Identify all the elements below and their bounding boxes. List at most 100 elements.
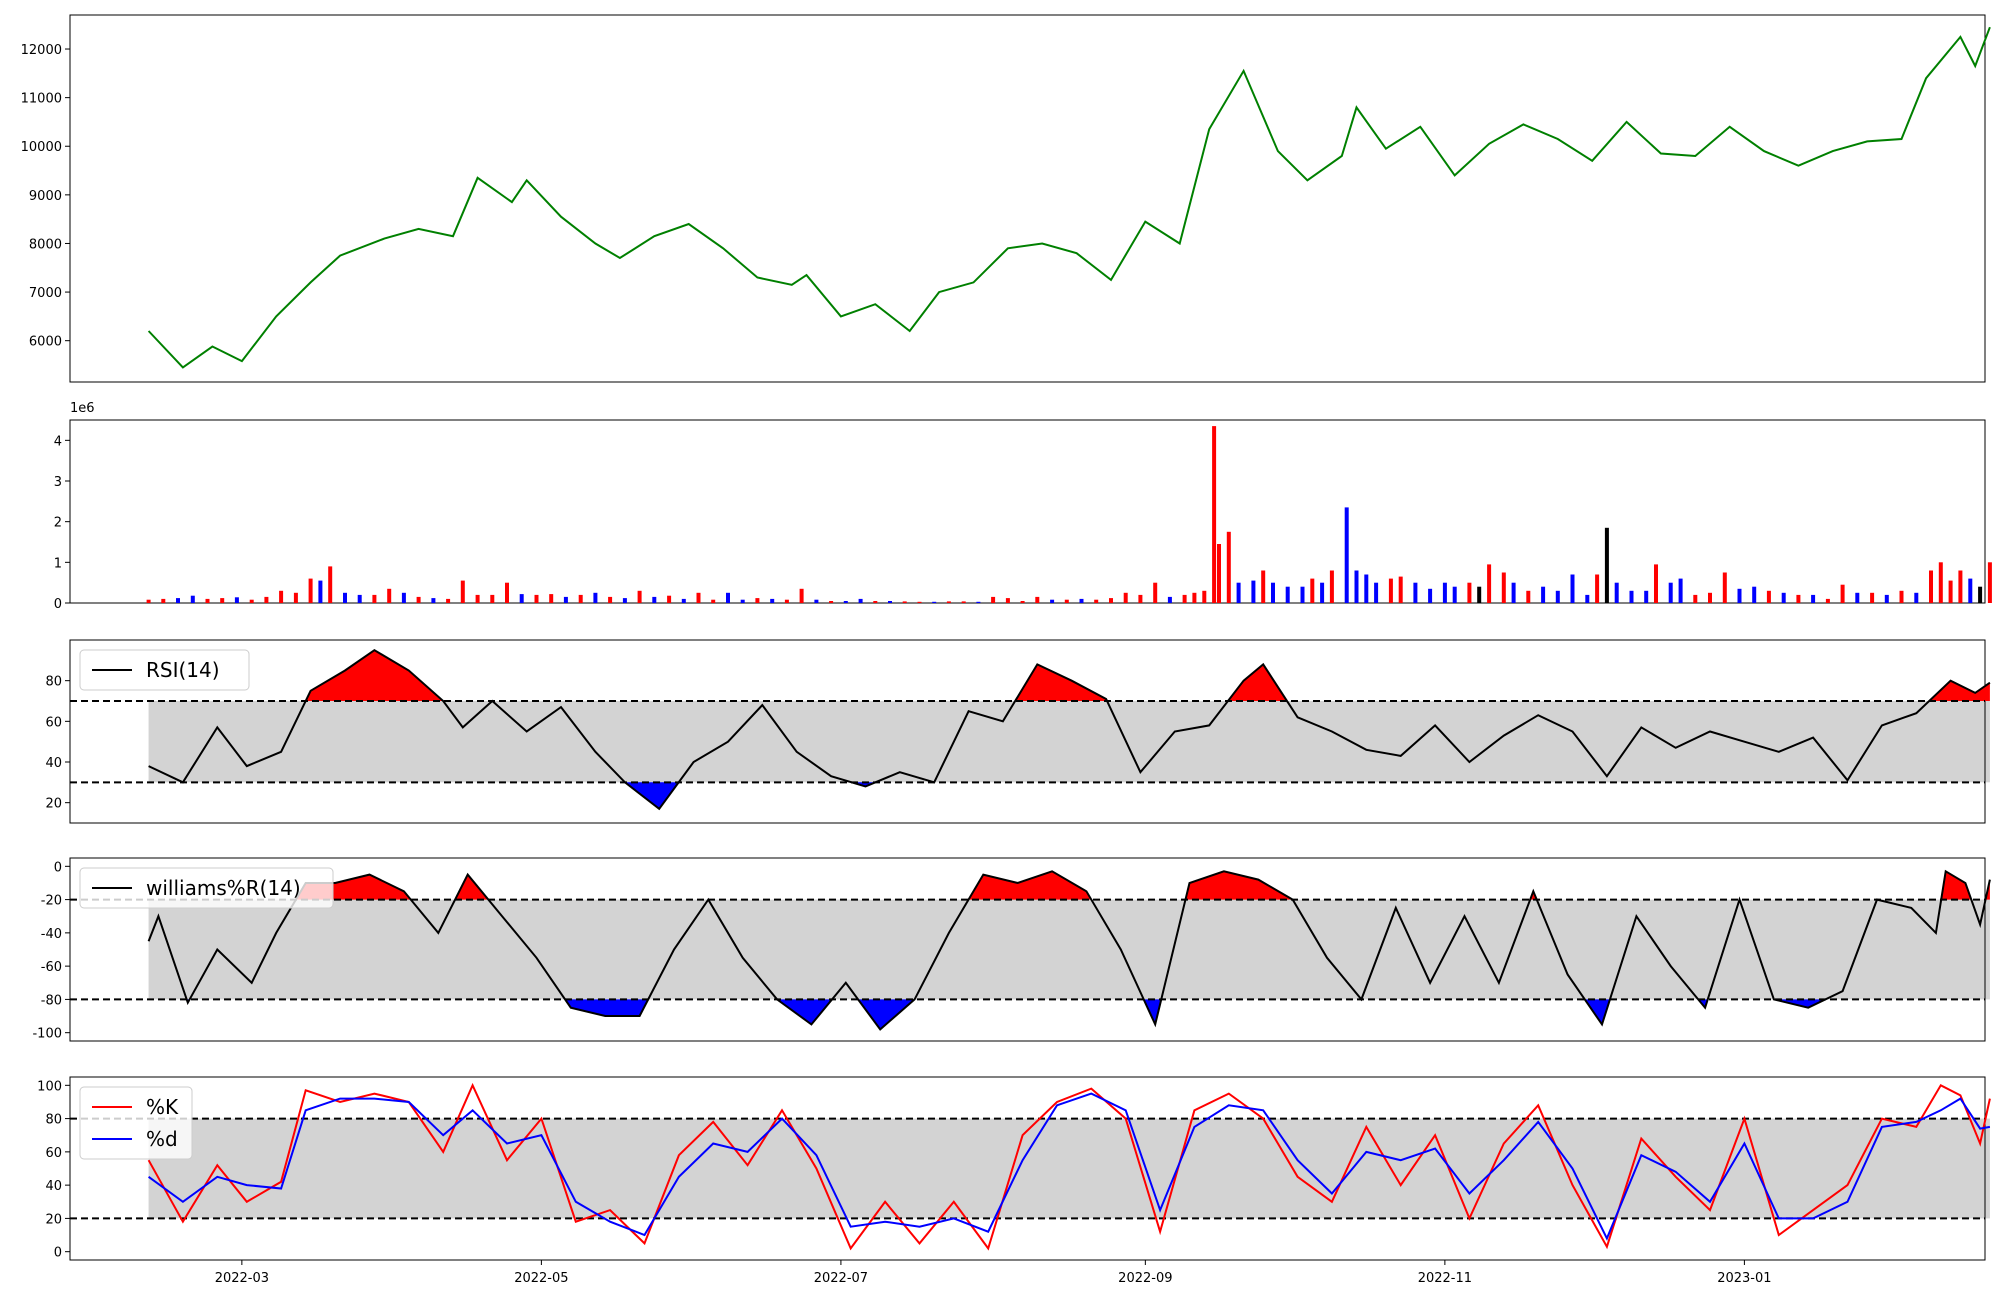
volume-bar bbox=[814, 599, 819, 603]
price-y-tick-label: 10000 bbox=[21, 140, 62, 155]
volume-bar bbox=[146, 599, 151, 603]
price-line bbox=[147, 26, 1991, 369]
rsi-overbought-fill bbox=[1015, 664, 1107, 701]
williams-overbought-fill bbox=[1941, 871, 1972, 900]
williams-oversold-fill bbox=[858, 999, 915, 1030]
williams-y-tick-label: -100 bbox=[32, 1027, 62, 1042]
stochastic-series-line bbox=[148, 1092, 1991, 1241]
volume-bar bbox=[1708, 592, 1712, 603]
volume-bar bbox=[1261, 570, 1266, 603]
volume-bar bbox=[293, 592, 298, 603]
volume-bar bbox=[1217, 544, 1221, 603]
volume-bar bbox=[946, 601, 951, 603]
volume-bar bbox=[234, 597, 239, 603]
volume-bar bbox=[1938, 562, 1943, 603]
price-y-axis: 6000 7000 8000 9000 10000 11000 12000 bbox=[21, 43, 70, 350]
stochastic-legend-label: %K bbox=[146, 1095, 179, 1119]
volume-bar bbox=[1138, 594, 1143, 603]
volume-bar bbox=[843, 601, 848, 603]
price-y-tick-label: 11000 bbox=[21, 92, 62, 107]
stochastic-y-tick-label: 100 bbox=[37, 1079, 62, 1094]
volume-bar bbox=[279, 590, 284, 603]
williams-y-axis: 0 -20 -40 -60 -80 -100 bbox=[32, 860, 70, 1042]
volume-bar bbox=[991, 596, 996, 603]
volume-bar bbox=[1079, 598, 1084, 603]
volume-bar bbox=[1825, 598, 1830, 603]
x-tick-label: 2022-09 bbox=[1118, 1271, 1172, 1286]
volume-bar bbox=[416, 596, 421, 603]
volume-bar bbox=[1595, 574, 1600, 603]
volume-bars bbox=[146, 426, 1992, 603]
williams-y-tick-label: -80 bbox=[41, 993, 62, 1008]
x-tick-label: 2023-01 bbox=[1717, 1271, 1771, 1286]
volume-bar bbox=[519, 594, 524, 603]
volume-bar bbox=[1167, 596, 1172, 603]
stochastic-y-tick-label: 0 bbox=[54, 1246, 62, 1261]
volume-bar bbox=[976, 601, 981, 603]
volume-bar bbox=[328, 566, 333, 603]
volume-bar bbox=[1914, 592, 1919, 603]
volume-bar bbox=[1364, 574, 1369, 603]
williams-y-tick-label: -20 bbox=[41, 894, 62, 909]
rsi-y-axis: 20 40 60 80 bbox=[45, 675, 70, 812]
volume-bar bbox=[534, 594, 539, 603]
volume-bar bbox=[1182, 594, 1187, 603]
volume-bar bbox=[578, 594, 583, 603]
volume-bar bbox=[667, 595, 672, 603]
volume-bar bbox=[1899, 590, 1904, 603]
volume-bar bbox=[1511, 582, 1516, 603]
price-y-tick-label: 9000 bbox=[29, 189, 62, 204]
price-y-tick-label: 12000 bbox=[21, 43, 62, 58]
stochastic-y-axis: 0 20 40 60 80 100 bbox=[37, 1079, 70, 1261]
rsi-overbought-fill bbox=[1227, 664, 1287, 701]
volume-bar bbox=[1251, 580, 1256, 603]
price-y-tick-label: 8000 bbox=[29, 237, 62, 252]
volume-bar bbox=[1202, 590, 1207, 603]
williams-legend-label: williams%R(14) bbox=[146, 876, 301, 900]
volume-bar bbox=[1541, 586, 1546, 603]
stochastic-legend-box bbox=[79, 1086, 193, 1160]
volume-bar bbox=[1693, 594, 1698, 603]
volume-bar bbox=[1050, 599, 1055, 603]
williams-oversold-fill bbox=[1773, 999, 1826, 1008]
volume-bar bbox=[1271, 582, 1275, 603]
williams-y-tick-label: 0 bbox=[54, 860, 62, 875]
volume-bar bbox=[784, 599, 789, 603]
volume-bar bbox=[1477, 586, 1482, 603]
volume-bar bbox=[1035, 596, 1040, 603]
volume-bar bbox=[961, 601, 966, 603]
price-y-tick-label: 6000 bbox=[29, 335, 62, 350]
volume-bar bbox=[711, 599, 716, 603]
volume-bar bbox=[917, 601, 922, 603]
rsi-y-tick-label: 40 bbox=[45, 756, 62, 771]
volume-bar bbox=[308, 578, 313, 603]
stochastic-series-line bbox=[147, 1082, 1991, 1251]
williams-oversold-fill bbox=[1143, 999, 1162, 1025]
volume-bar bbox=[372, 594, 377, 603]
volume-bar bbox=[1487, 564, 1492, 603]
x-tick-label: 2022-11 bbox=[1418, 1271, 1472, 1286]
volume-bar bbox=[1020, 601, 1025, 603]
volume-bar bbox=[1467, 582, 1472, 603]
volume-bar bbox=[608, 596, 613, 603]
williams-legend-box bbox=[79, 867, 334, 909]
volume-bar bbox=[1226, 531, 1231, 603]
stochastic-y-tick-label: 60 bbox=[45, 1146, 62, 1161]
williams-series-line bbox=[147, 869, 1991, 1031]
volume-y-tick-label: 1 bbox=[54, 556, 62, 571]
volume-bar bbox=[1929, 570, 1933, 603]
volume-bar bbox=[1452, 586, 1457, 603]
volume-bar bbox=[1192, 592, 1197, 603]
volume-bar bbox=[770, 598, 775, 603]
volume-bar bbox=[549, 594, 554, 603]
volume-y-tick-label: 0 bbox=[54, 597, 62, 612]
volume-bar bbox=[1737, 588, 1742, 603]
volume-panel-frame bbox=[69, 419, 1986, 604]
williams-overbought-fill bbox=[1185, 871, 1293, 900]
volume-bar bbox=[1555, 590, 1560, 603]
volume-bar bbox=[593, 592, 598, 603]
volume-bar bbox=[1329, 570, 1334, 603]
x-tick-label: 2022-05 bbox=[514, 1271, 568, 1286]
williams-oversold-fill bbox=[777, 999, 833, 1025]
